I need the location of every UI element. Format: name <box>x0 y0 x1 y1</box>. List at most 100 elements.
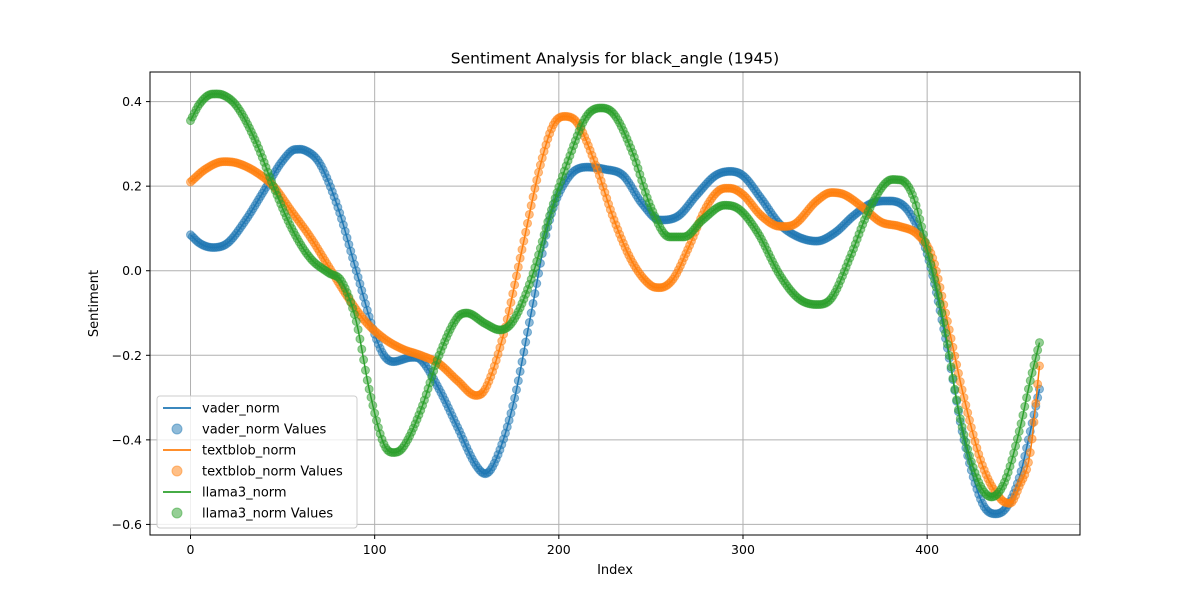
point-textblob-norm <box>506 297 516 307</box>
point-llama3-norm <box>928 267 938 277</box>
point-llama3-norm <box>353 325 363 335</box>
point-llama3-norm <box>917 222 927 232</box>
point-textblob-norm <box>524 209 534 219</box>
point-vader-norm <box>528 298 538 308</box>
point-llama3-norm <box>957 422 967 432</box>
point-textblob-norm <box>955 377 965 387</box>
point-textblob-norm <box>510 280 520 290</box>
point-llama3-norm <box>1027 368 1037 378</box>
point-textblob-norm <box>1029 417 1039 427</box>
point-vader-norm <box>506 408 516 418</box>
legend-label-vader-norm-values: vader_norm Values <box>202 423 327 438</box>
point-llama3-norm <box>1016 419 1026 429</box>
point-textblob-norm <box>1027 434 1037 444</box>
point-llama3-norm <box>950 384 960 394</box>
point-llama3-norm <box>370 408 380 418</box>
point-vader-norm <box>530 289 540 299</box>
legend-marker-llama3-norm <box>171 507 183 519</box>
point-vader-norm <box>519 347 529 357</box>
point-llama3-norm <box>952 395 962 405</box>
point-llama3-norm <box>362 375 372 385</box>
point-llama3-norm <box>959 430 969 440</box>
y-tick-label: −0.4 <box>112 432 142 447</box>
point-llama3-norm <box>1025 376 1035 386</box>
point-vader-norm <box>513 376 523 386</box>
point-llama3-norm <box>941 328 951 338</box>
point-vader-norm <box>523 327 533 337</box>
point-textblob-norm <box>959 393 969 403</box>
x-tick-label: 300 <box>731 542 755 557</box>
legend-marker-textblob-norm <box>171 465 183 477</box>
point-textblob-norm <box>530 183 540 193</box>
point-vader-norm <box>515 366 525 376</box>
point-textblob-norm <box>963 408 973 418</box>
point-llama3-norm <box>933 290 943 300</box>
point-llama3-norm <box>357 344 367 354</box>
point-llama3-norm <box>918 229 928 239</box>
point-llama3-norm <box>944 350 954 360</box>
y-tick-label: 0.4 <box>122 94 142 109</box>
point-llama3-norm <box>935 299 945 309</box>
legend-box <box>156 395 358 529</box>
series-llama3-norm <box>186 89 1044 502</box>
x-tick-label: 400 <box>915 542 939 557</box>
y-axis: −0.6 −0.4 −0.2 0.0 0.2 0.4 <box>112 94 150 532</box>
x-tick-label: 200 <box>547 542 571 557</box>
point-llama3-norm <box>1011 441 1021 451</box>
point-llama3-norm <box>926 259 936 269</box>
point-llama3-norm <box>924 252 934 262</box>
legend: vader_norm vader_norm Values textblob_norm… <box>156 395 358 529</box>
point-textblob-norm <box>1033 379 1043 389</box>
x-axis-label: Index <box>597 563 633 578</box>
point-llama3-norm <box>1023 384 1033 394</box>
plot-area <box>186 89 1044 519</box>
point-vader-norm <box>517 357 527 367</box>
point-llama3-norm <box>1020 402 1030 412</box>
point-textblob-norm <box>523 218 533 228</box>
y-axis-label: Sentiment <box>87 270 102 337</box>
plot-frame <box>149 71 1081 536</box>
point-llama3-norm <box>948 373 958 383</box>
point-llama3-norm <box>931 282 941 292</box>
point-llama3-norm <box>955 414 965 424</box>
point-textblob-norm <box>508 289 518 299</box>
point-llama3-norm <box>1014 426 1024 436</box>
point-vader-norm <box>521 337 531 347</box>
point-textblob-norm <box>532 175 542 185</box>
point-llama3-norm <box>1018 410 1028 420</box>
point-llama3-norm <box>360 365 370 375</box>
y-tick-label: 0.0 <box>122 263 142 278</box>
x-axis: 0 100 200 300 400 <box>187 535 939 557</box>
point-textblob-norm <box>513 262 523 272</box>
legend-label-llama3-norm-values: llama3_norm Values <box>202 507 333 522</box>
point-llama3-norm <box>937 308 947 318</box>
point-vader-norm <box>526 308 536 318</box>
legend-marker-vader-norm <box>171 423 183 435</box>
point-llama3-norm <box>942 339 952 349</box>
point-llama3-norm <box>359 355 369 365</box>
point-llama3-norm <box>922 245 932 255</box>
point-llama3-norm <box>915 214 925 224</box>
point-textblob-norm <box>526 201 536 211</box>
point-llama3-norm <box>930 274 940 284</box>
point-textblob-norm <box>519 236 529 246</box>
point-textblob-norm <box>534 167 544 177</box>
point-llama3-norm <box>366 392 376 402</box>
point-vader-norm <box>510 393 520 403</box>
point-vader-norm <box>508 401 518 411</box>
point-llama3-norm <box>368 400 378 410</box>
y-tick-label: −0.6 <box>112 517 142 532</box>
legend-label-textblob-norm: textblob_norm <box>202 444 296 459</box>
point-llama3-norm <box>939 318 949 328</box>
point-vader-norm <box>524 317 534 327</box>
chart-title: Sentiment Analysis for black_angle (1945… <box>451 50 779 69</box>
point-textblob-norm <box>515 253 525 263</box>
point-llama3-norm <box>1029 360 1039 370</box>
legend-label-textblob-norm-values: textblob_norm Values <box>202 465 343 480</box>
point-llama3-norm <box>953 405 963 415</box>
legend-label-vader-norm: vader_norm <box>202 402 280 417</box>
point-textblob-norm <box>1023 457 1033 467</box>
point-llama3-norm <box>351 316 361 326</box>
grid <box>150 72 1080 535</box>
